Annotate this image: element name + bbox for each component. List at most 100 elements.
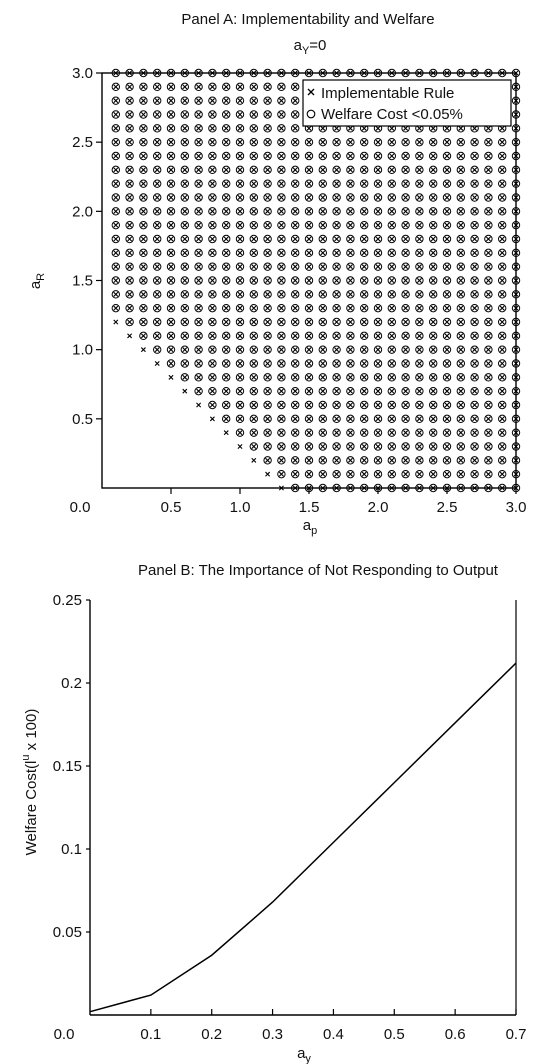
marker-welfare-cost [387,469,396,479]
marker-welfare-cost [166,262,176,271]
marker-welfare-cost [111,137,121,147]
marker-welfare-cost [304,124,314,133]
marker-welfare-cost [249,359,259,368]
marker-welfare-cost [470,68,479,78]
marker-welfare-cost [511,220,521,230]
marker-welfare-cost [332,442,341,451]
marker-welfare-cost [456,442,465,451]
marker-welfare-cost [208,137,217,147]
marker-welfare-cost [484,262,493,271]
marker-welfare-cost [235,234,245,244]
marker-implementable [223,430,229,436]
marker-welfare-cost [484,68,493,78]
marker-welfare-cost [511,137,521,147]
marker-welfare-cost [304,290,314,299]
marker-welfare-cost [484,179,493,188]
marker-welfare-cost [249,400,259,410]
marker-welfare-cost [166,248,176,258]
marker-welfare-cost [346,373,355,382]
marker-welfare-cost [235,207,245,216]
marker-welfare-cost [180,290,190,299]
marker-welfare-cost [484,220,493,230]
marker-welfare-cost [373,373,383,382]
marker-welfare-cost [456,68,465,78]
marker-welfare-cost [456,373,465,382]
marker-welfare-cost [222,68,231,78]
marker-welfare-cost [139,151,148,161]
marker-welfare-cost [180,317,190,327]
marker-welfare-cost [498,373,507,382]
marker-welfare-cost [415,68,424,78]
marker-welfare-cost [401,248,410,258]
panel-b-y-label: Welfare Cost(lu x 100) [20,709,40,856]
y-tick-label: 2.5 [72,134,93,151]
marker-welfare-cost [498,165,507,175]
marker-welfare-cost [429,373,438,382]
marker-welfare-cost [222,317,231,327]
marker-welfare-cost [249,276,259,285]
marker-welfare-cost [125,303,134,313]
marker-welfare-cost [235,414,245,424]
marker-welfare-cost [208,359,217,368]
marker-welfare-cost [180,220,190,230]
marker-welfare-cost [498,193,507,202]
marker-welfare-cost [511,303,521,313]
marker-welfare-cost [332,68,341,78]
marker-welfare-cost [194,96,203,105]
marker-welfare-cost [263,207,272,216]
marker-welfare-cost [484,276,493,285]
marker-welfare-cost [318,469,327,479]
marker-welfare-cost [318,248,327,258]
marker-welfare-cost [470,469,479,479]
marker-welfare-cost [373,68,383,78]
marker-welfare-cost [153,207,162,216]
marker-welfare-cost [277,137,286,147]
marker-welfare-cost [332,359,341,368]
marker-welfare-cost [470,193,479,202]
marker-welfare-cost [291,110,300,119]
marker-implementable [140,347,146,353]
marker-welfare-cost [346,345,355,354]
marker-welfare-cost [249,262,259,271]
marker-welfare-cost [415,179,424,188]
marker-welfare-cost [304,207,314,216]
marker-welfare-cost [360,276,369,285]
marker-welfare-cost [456,359,465,368]
marker-welfare-cost [166,207,176,216]
marker-welfare-cost [249,373,259,382]
marker-welfare-cost [442,193,452,202]
marker-welfare-cost [332,469,341,479]
marker-welfare-cost [498,359,507,368]
marker-welfare-cost [166,276,176,285]
marker-welfare-cost [332,290,341,299]
marker-welfare-cost [235,400,245,410]
marker-welfare-cost [263,331,272,341]
marker-welfare-cost [304,373,314,382]
marker-welfare-cost [332,193,341,202]
marker-welfare-cost [387,359,396,368]
marker-welfare-cost [442,207,452,216]
marker-welfare-cost [470,207,479,216]
marker-welfare-cost [263,193,272,202]
marker-welfare-cost [194,179,203,188]
legend-circle-icon [306,109,316,119]
marker-welfare-cost [194,359,203,368]
marker-welfare-cost [166,220,176,230]
marker-welfare-cost [304,165,314,175]
marker-welfare-cost [318,68,327,78]
marker-welfare-cost [401,276,410,285]
marker-welfare-cost [139,193,148,202]
marker-welfare-cost [222,82,231,92]
marker-welfare-cost [498,317,507,327]
marker-welfare-cost [429,345,438,354]
marker-welfare-cost [346,400,355,410]
marker-welfare-cost [180,345,190,354]
marker-welfare-cost [125,151,134,161]
marker-welfare-cost [166,359,176,368]
marker-welfare-cost [139,179,148,188]
marker-welfare-cost [208,193,217,202]
marker-welfare-cost [277,110,286,119]
marker-welfare-cost [277,331,286,341]
marker-welfare-cost [277,303,286,313]
